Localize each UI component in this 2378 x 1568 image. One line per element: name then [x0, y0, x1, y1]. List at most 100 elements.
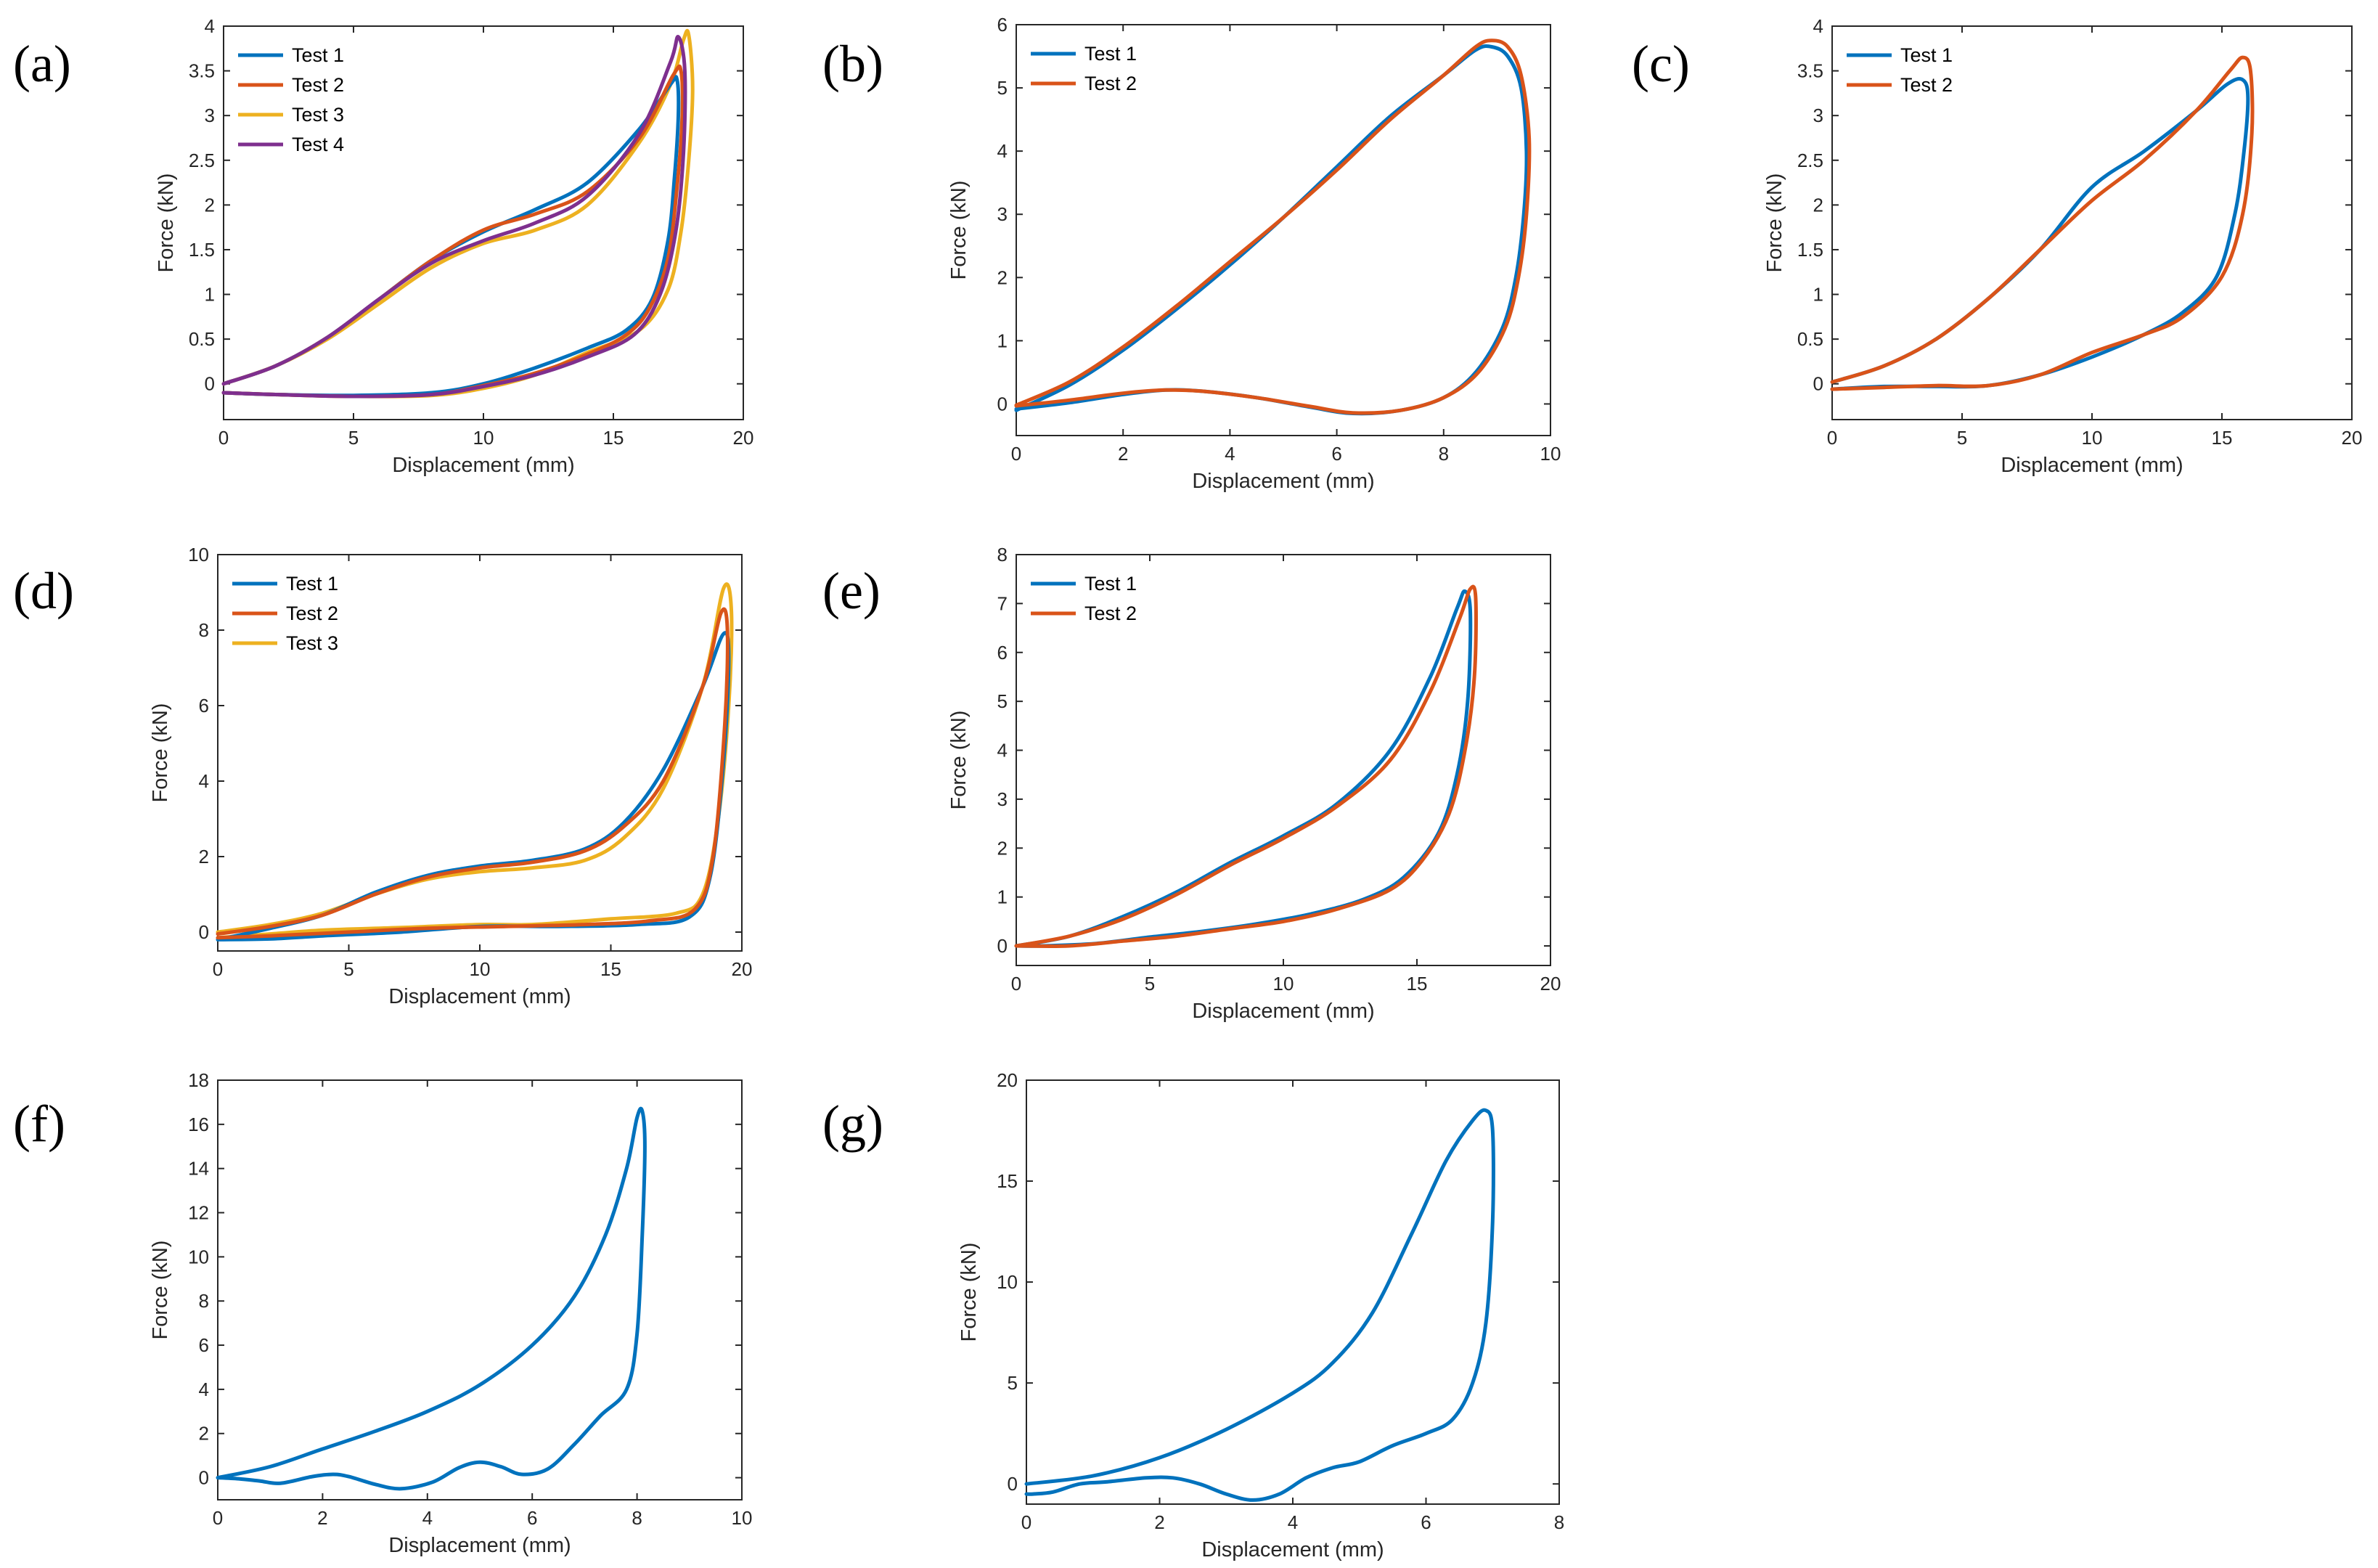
- x-tick-label: 8: [632, 1507, 642, 1529]
- y-tick-label: 6: [997, 642, 1008, 663]
- y-tick-label: 0: [205, 373, 215, 395]
- y-tick-label: 16: [188, 1114, 209, 1135]
- chart-panel-a: (a) 0 5 10 15 20 0 0.5 1 1.5 2 2.5 3 3.5 4 Displacement…: [13, 15, 753, 477]
- x-tick-label: 10: [2082, 427, 2103, 449]
- y-axis-label: Force (kN): [947, 711, 971, 810]
- y-tick-label: 8: [199, 619, 209, 641]
- axes-box: [217, 554, 743, 952]
- x-tick-label: 5: [1957, 427, 1967, 449]
- chart-panel-f: (f) 0 2 4 6 8 10 0 2 4 6 8 10 12 14 16 18 Displacement (m…: [13, 1069, 752, 1557]
- legend-label: Test 1: [1084, 43, 1137, 65]
- y-tick-label: 2: [205, 194, 215, 216]
- chart-panel-c: (c) 0 5 10 15 20 0 0.5 1 1.5 2 2.5 3 3.5 4 Displacement…: [1632, 15, 2362, 477]
- x-tick-label: 8: [1554, 1511, 1564, 1533]
- x-tick-label: 6: [527, 1507, 537, 1529]
- y-tick-label: 1: [997, 330, 1008, 351]
- legend-label: Test 1: [1900, 44, 1953, 66]
- y-tick-label: 15: [997, 1170, 1018, 1192]
- x-tick-label: 10: [470, 958, 491, 980]
- y-tick-label: 14: [188, 1158, 209, 1180]
- x-tick-label: 5: [343, 958, 354, 980]
- x-axis-label: Displacement (mm): [2001, 454, 2183, 477]
- legend-label: Test 1: [1084, 573, 1137, 595]
- x-tick-label: 0: [1827, 427, 1837, 449]
- x-tick-label: 0: [213, 958, 223, 980]
- series-line-test-2: [1830, 55, 2255, 391]
- y-tick-label: 1: [1813, 284, 1823, 306]
- panel-label-f: (f): [13, 1095, 65, 1153]
- x-tick-label: 20: [733, 427, 754, 449]
- x-axis-label: Displacement (mm): [1201, 1538, 1384, 1561]
- legend-label: Test 4: [292, 134, 344, 155]
- x-tick-label: 4: [1225, 443, 1235, 465]
- x-tick-label: 20: [732, 958, 753, 980]
- x-tick-label: 20: [2342, 427, 2363, 449]
- y-tick-label: 4: [199, 770, 209, 792]
- y-tick-label: 0: [997, 935, 1008, 957]
- x-tick-label: 0: [1021, 1511, 1031, 1533]
- y-tick-label: 7: [997, 592, 1008, 614]
- x-tick-label: 5: [348, 427, 359, 449]
- legend-label: Test 3: [286, 632, 338, 654]
- x-tick-label: 2: [1154, 1511, 1164, 1533]
- x-tick-label: 4: [1288, 1511, 1298, 1533]
- y-tick-label: 2.5: [189, 150, 215, 171]
- x-tick-label: 5: [1145, 973, 1155, 995]
- legend-label: Test 1: [286, 573, 338, 595]
- y-tick-label: 10: [188, 544, 209, 565]
- y-tick-label: 5: [997, 77, 1008, 99]
- y-tick-label: 0: [1008, 1473, 1018, 1495]
- y-tick-label: 2: [1813, 194, 1823, 216]
- x-tick-label: 0: [213, 1507, 223, 1529]
- y-tick-label: 8: [199, 1290, 209, 1312]
- legend-label: Test 2: [286, 603, 338, 624]
- y-axis-label: Force (kN): [947, 181, 971, 280]
- y-tick-label: 5: [997, 690, 1008, 712]
- y-tick-label: 0.5: [189, 328, 215, 350]
- y-tick-label: 4: [205, 15, 215, 37]
- chart-panel-d: (d) 0 5 10 15 20 0 2 4 6 8 10 Displacement (mm) Force…: [13, 544, 752, 1008]
- y-tick-label: 3: [205, 105, 215, 126]
- y-tick-label: 12: [188, 1202, 209, 1224]
- y-tick-label: 4: [1813, 15, 1823, 37]
- x-axis-label: Displacement (mm): [1192, 1000, 1374, 1023]
- x-axis-label: Displacement (mm): [388, 1534, 571, 1557]
- y-axis-label: Force (kN): [957, 1243, 981, 1342]
- y-tick-label: 4: [997, 740, 1008, 761]
- chart-panel-b: (b) 0 2 4 6 8 10 0 1 2 3 4 5 6 Displacement (mm) Force …: [822, 14, 1561, 493]
- x-tick-label: 0: [218, 427, 229, 449]
- y-tick-label: 10: [188, 1246, 209, 1267]
- y-tick-label: 0.5: [1797, 328, 1823, 350]
- x-tick-label: 15: [600, 958, 621, 980]
- panel-label-a: (a): [13, 35, 71, 93]
- y-tick-label: 3: [997, 203, 1008, 225]
- x-tick-label: 20: [1540, 973, 1561, 995]
- x-tick-label: 6: [1421, 1511, 1431, 1533]
- y-tick-label: 2: [997, 266, 1008, 288]
- axes-box: [1016, 24, 1551, 436]
- x-tick-label: 8: [1439, 443, 1449, 465]
- y-tick-label: 2: [199, 846, 209, 867]
- y-tick-label: 6: [997, 14, 1008, 36]
- x-tick-label: 2: [317, 1507, 327, 1529]
- y-tick-label: 0: [1813, 373, 1823, 395]
- y-tick-label: 1: [997, 886, 1008, 908]
- x-tick-label: 0: [1011, 973, 1021, 995]
- x-tick-label: 15: [603, 427, 624, 449]
- y-tick-label: 1.5: [1797, 239, 1823, 261]
- y-tick-label: 0: [199, 921, 209, 943]
- x-tick-label: 2: [1118, 443, 1128, 465]
- panel-label-g: (g): [822, 1095, 883, 1153]
- series-line-test-1: [216, 1106, 647, 1491]
- x-axis-label: Displacement (mm): [392, 454, 574, 477]
- y-tick-label: 10: [997, 1271, 1018, 1293]
- y-axis-label: Force (kN): [1763, 173, 1786, 273]
- series-line-test-2: [216, 607, 730, 940]
- y-tick-label: 6: [199, 1334, 209, 1356]
- y-tick-label: 2: [199, 1423, 209, 1445]
- x-tick-label: 4: [422, 1507, 433, 1529]
- series-line-test-1: [1024, 1108, 1495, 1502]
- axes-box: [223, 25, 744, 420]
- legend-label: Test 2: [1084, 603, 1137, 624]
